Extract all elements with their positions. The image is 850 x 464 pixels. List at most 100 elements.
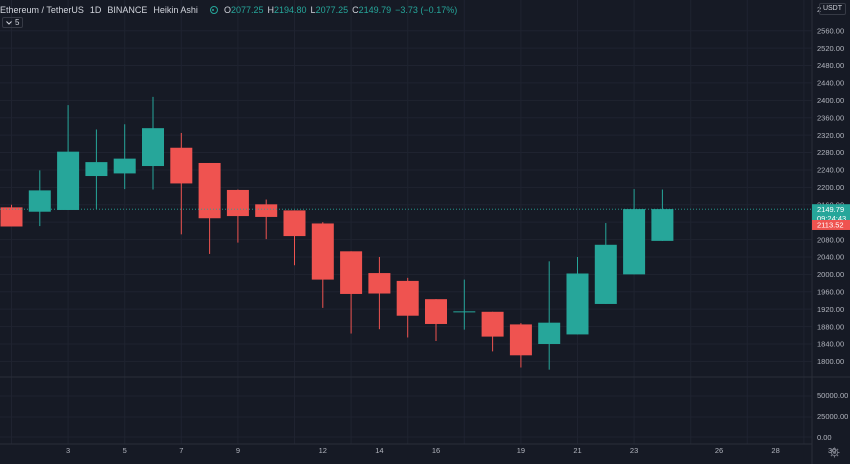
indicator-count: 5 (15, 18, 20, 27)
close-label: C (352, 5, 359, 15)
candle-body (198, 162, 221, 219)
candle[interactable] (0, 204, 23, 227)
last-price-value: 2149.79 (817, 205, 844, 214)
candle-body (142, 128, 164, 167)
price-axis-label: 2440.00 (817, 79, 844, 88)
price-axis-label: 2240.00 (817, 166, 844, 175)
candle[interactable] (142, 96, 164, 190)
candle-body (57, 151, 80, 210)
symbol-name[interactable]: Ethereum / TetherUS (0, 5, 84, 15)
time-axis-label: 3 (66, 446, 70, 455)
candle[interactable] (425, 299, 447, 341)
chart-type-label: Heikin Ashi (153, 5, 198, 15)
high-value: 2194.80 (274, 5, 307, 15)
last-price-tag (812, 204, 850, 225)
candle[interactable] (340, 251, 363, 334)
open-label: O (223, 5, 231, 15)
candle-body (425, 299, 447, 324)
change-value: −3.73 (−0.17%) (395, 5, 458, 15)
price-axis-label: 1880.00 (817, 322, 844, 331)
candle-body (453, 311, 476, 313)
candle[interactable] (170, 132, 193, 235)
candle-body (538, 322, 561, 344)
candle-body (226, 189, 249, 217)
candle-body (509, 324, 532, 356)
candle[interactable] (113, 124, 136, 190)
time-axis-label: 9 (236, 446, 240, 455)
candle[interactable] (453, 279, 476, 330)
price-axis-label: 1960.00 (817, 287, 844, 296)
time-axis-label: 23 (630, 446, 638, 455)
candle-body (85, 162, 108, 177)
candle[interactable] (623, 189, 646, 275)
symbol-header: Ethereum / TetherUS 1D BINANCE Heikin As… (0, 3, 461, 17)
price-axis-label: 2000.00 (817, 270, 844, 279)
volume-axis-label: 0.00 (817, 433, 832, 442)
candle-countdown: 09:24:43 (817, 214, 846, 223)
candle-body (340, 251, 363, 294)
candle[interactable] (651, 189, 674, 241)
time-axis-label: 5 (123, 446, 127, 455)
candle[interactable] (57, 105, 80, 210)
candle-body (311, 223, 334, 280)
volume-axis-label: 25000.00 (817, 412, 848, 421)
price-axis-label: 2200.00 (817, 183, 844, 192)
price-axis-label: 2560.00 (817, 26, 844, 35)
candle[interactable] (198, 162, 221, 254)
currency-button[interactable]: USDT (818, 3, 846, 15)
time-axis-label: 14 (375, 446, 383, 455)
candle-body (368, 273, 391, 294)
candle[interactable] (311, 222, 334, 308)
time-axis-label: 7 (179, 446, 183, 455)
candle-body (255, 204, 278, 217)
candle[interactable] (85, 129, 108, 210)
candle[interactable] (255, 199, 278, 240)
gear-icon[interactable] (829, 447, 840, 458)
price-axis-label: 2360.00 (817, 113, 844, 122)
time-axis-label: 16 (432, 446, 440, 455)
candle-body (0, 207, 23, 227)
chevron-down-icon (6, 20, 12, 25)
candle[interactable] (226, 189, 249, 243)
interval-label[interactable]: 1D (89, 5, 102, 15)
price-axis-label: 2400.00 (817, 96, 844, 105)
market-status-icon (209, 6, 218, 14)
time-axis-label: 12 (319, 446, 327, 455)
volume-axis-label: 50000.00 (817, 391, 848, 400)
candle-body (566, 273, 589, 335)
candle-body (170, 147, 193, 184)
exchange-label: BINANCE (107, 5, 148, 15)
candle-body (594, 244, 617, 304)
time-axis-label: 28 (771, 446, 779, 455)
price-axis-label: 2280.00 (817, 148, 844, 157)
candle[interactable] (28, 170, 51, 227)
time-axis-label: 19 (517, 446, 525, 455)
prev-close-tag (812, 219, 850, 230)
price-axis-label: 1800.00 (817, 357, 844, 366)
price-axis-label: 2520.00 (817, 44, 844, 53)
candle[interactable] (509, 323, 532, 368)
low-label: L (310, 5, 316, 15)
time-axis-label: 21 (573, 446, 581, 455)
candle[interactable] (566, 256, 589, 335)
prev-close-value: 2113.52 (817, 221, 844, 230)
candle[interactable] (368, 256, 391, 330)
candle-body (113, 158, 136, 174)
price-axis-label: 2040.00 (817, 253, 844, 262)
indicators-toggle[interactable]: 5 (2, 17, 24, 28)
candle-body (283, 210, 306, 237)
high-label: H (267, 5, 275, 15)
price-axis-label: 2480.00 (817, 61, 844, 70)
candle[interactable] (481, 311, 504, 352)
price-axis-label: 2080.00 (817, 235, 844, 244)
price-axis-label: 1840.00 (817, 340, 844, 349)
candle[interactable] (594, 223, 617, 304)
candle[interactable] (283, 210, 306, 266)
candle[interactable] (396, 277, 419, 338)
candle[interactable] (538, 261, 561, 370)
price-axis-label: 1920.00 (817, 305, 844, 314)
candle-body (481, 311, 504, 337)
open-value: 2077.25 (230, 5, 264, 15)
low-value: 2077.25 (315, 5, 349, 15)
